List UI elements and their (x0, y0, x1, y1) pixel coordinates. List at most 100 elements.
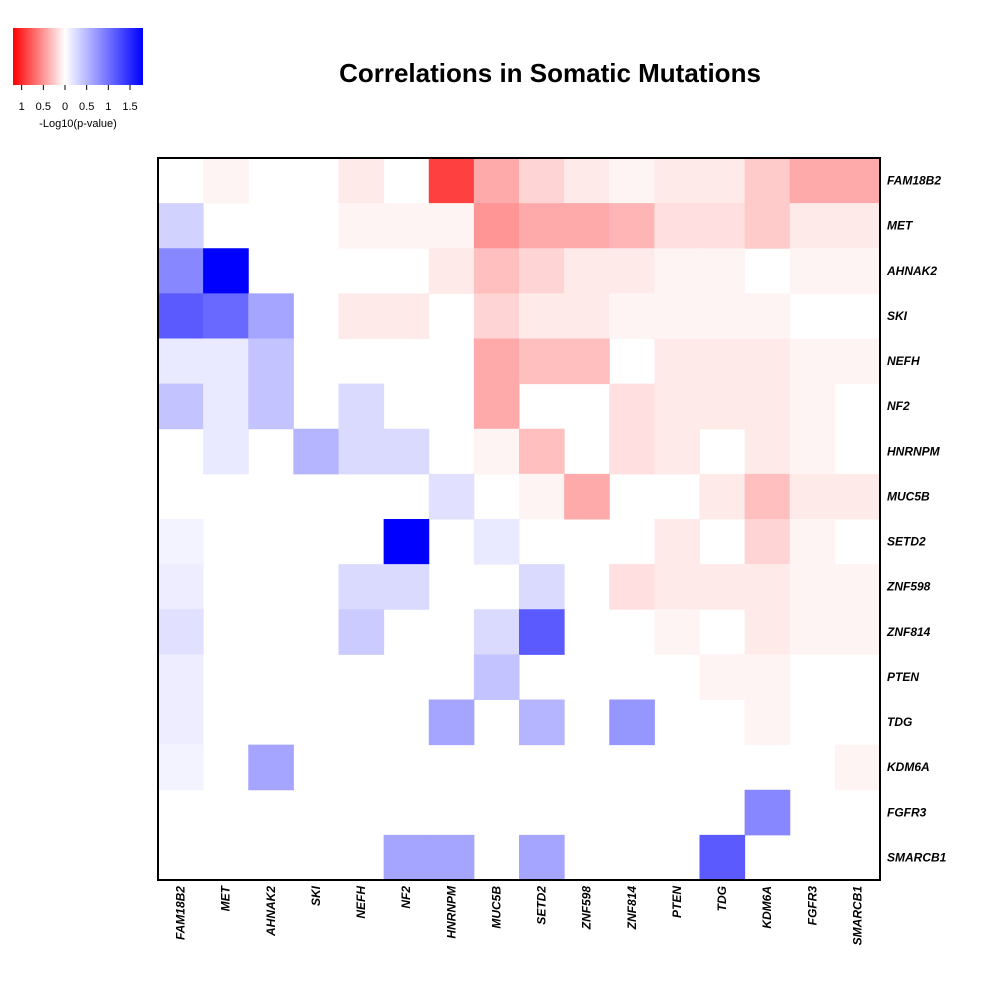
heatmap-cell (654, 293, 700, 339)
heatmap-cell (519, 699, 565, 746)
heatmap-cell (834, 338, 881, 385)
row-label: MET (887, 219, 914, 233)
heatmap-cell (609, 248, 655, 294)
row-labels: FAM18B2 MET AHNAK2 SKI NEFH NF2 HNRNPM MUC5B SET… (886, 174, 947, 865)
heatmap-cell (744, 609, 791, 655)
heatmap-cell (248, 383, 294, 430)
heatmap-cell (834, 609, 881, 655)
heatmap-cell (834, 473, 881, 520)
heatmap-cell (203, 248, 249, 294)
heatmap-cell (338, 609, 385, 655)
legend-tick-label: 0.5 (36, 101, 51, 113)
row-label: PTEN (887, 670, 919, 684)
heatmap-cell (834, 744, 881, 791)
heatmap-cell (428, 203, 475, 249)
heatmap-cell (383, 428, 430, 475)
heatmap-cell (473, 654, 520, 700)
legend-label: -Log10(p-value) (39, 118, 117, 130)
heatmap-cell (789, 338, 836, 385)
heatmap-cell (699, 338, 746, 385)
heatmap-cell (473, 158, 520, 204)
heatmap-cell (383, 203, 430, 249)
heatmap-cell (293, 428, 339, 475)
heatmap-cell (338, 293, 385, 339)
heatmap-cell (428, 699, 475, 746)
column-label: NEFH (354, 886, 368, 919)
legend-tick-label: 1.5 (122, 101, 137, 113)
row-label: MUC5B (887, 489, 930, 503)
heatmap-cell (338, 428, 385, 475)
plot-frame (157, 157, 881, 881)
heatmap-cell (699, 654, 746, 700)
heatmap-cell (564, 473, 610, 520)
column-labels: FAM18B2 MET AHNAK2 SKI NEFH NF2 HNRNPM MUC5B SET… (174, 884, 865, 945)
heatmap-cell (203, 428, 249, 475)
heatmap-cell (383, 293, 430, 339)
heatmap-cell (383, 564, 430, 610)
heatmap-cell (158, 203, 204, 249)
heatmap-cell (519, 338, 565, 385)
row-label: ZNF814 (886, 625, 931, 639)
heatmap-cell (428, 248, 475, 294)
heatmap-cell (609, 564, 655, 610)
heatmap-cell (654, 564, 700, 610)
column-label: PTEN (670, 886, 684, 918)
heatmap-cell (609, 383, 655, 430)
heatmap-cell (744, 699, 791, 746)
heatmap-cell (158, 383, 204, 430)
heatmap-cell (203, 293, 249, 339)
column-label: MET (219, 884, 233, 911)
color-legend: 1 0.5 0 0.5 1 1.5 -Log10(p-value) (13, 28, 143, 130)
heatmap-cell (473, 293, 520, 339)
heatmap-cell (473, 428, 520, 475)
heatmap-cell (699, 383, 746, 430)
heatmap-cell (789, 203, 836, 249)
legend-tick-label: 1 (19, 101, 25, 113)
row-label: AHNAK2 (886, 264, 937, 278)
heatmap-cell (519, 203, 565, 249)
row-label: NF2 (887, 399, 910, 413)
heatmap-cell (248, 744, 294, 791)
heatmap-cell (609, 158, 655, 204)
column-label: SETD2 (535, 886, 549, 925)
heatmap-cell (428, 158, 475, 204)
legend-tick-label: 0.5 (79, 101, 94, 113)
heatmap-cell (564, 293, 610, 339)
heatmap-cell (699, 203, 746, 249)
heatmap-cell (699, 473, 746, 520)
heatmap-cell (654, 338, 700, 385)
heatmap-cell (699, 248, 746, 294)
column-label: FAM18B2 (174, 886, 188, 940)
heatmap-cell (744, 293, 791, 339)
heatmap-cell (383, 519, 430, 565)
heatmap-cell (519, 158, 565, 204)
heatmap-cell (473, 248, 520, 294)
heatmap-cell (564, 248, 610, 294)
heatmap-cell (158, 248, 204, 294)
heatmap-cell (654, 158, 700, 204)
heatmap-cell (338, 383, 385, 430)
heatmap-cell (519, 609, 565, 655)
row-label: SKI (887, 309, 908, 323)
heatmap-cell (203, 383, 249, 430)
row-label: FAM18B2 (887, 174, 941, 188)
heatmap-cell (654, 248, 700, 294)
heatmap-cell (654, 203, 700, 249)
heatmap-cell (248, 293, 294, 339)
heatmap-cell (428, 473, 475, 520)
heatmap-cell (338, 158, 385, 204)
heatmap-cell (519, 834, 565, 881)
heatmap-cell (744, 654, 791, 700)
heatmap-cell (744, 158, 791, 204)
heatmap-cell (744, 203, 791, 249)
heatmap-cell (834, 158, 881, 204)
row-label: ZNF598 (886, 580, 931, 594)
heatmap-cell (519, 564, 565, 610)
heatmap-cell (564, 338, 610, 385)
heatmap-cell (699, 293, 746, 339)
legend-tick-label: 1 (105, 101, 111, 113)
heatmap-cell (519, 428, 565, 475)
heatmap-cell (744, 564, 791, 610)
legend-color-bar (13, 28, 143, 85)
